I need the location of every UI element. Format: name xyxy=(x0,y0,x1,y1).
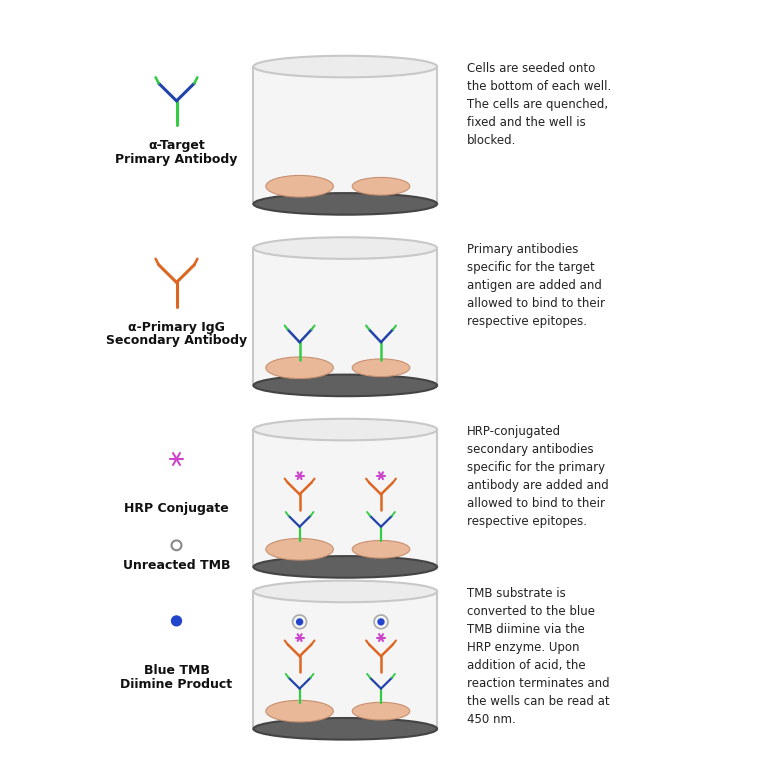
Ellipse shape xyxy=(266,357,333,378)
Ellipse shape xyxy=(352,359,410,377)
Polygon shape xyxy=(254,248,437,385)
Ellipse shape xyxy=(296,619,303,625)
Polygon shape xyxy=(254,429,437,567)
Text: Unreacted TMB: Unreacted TMB xyxy=(123,559,230,572)
Text: TMB substrate is
converted to the blue
TMB diimine via the
HRP enzyme. Upon
addi: TMB substrate is converted to the blue T… xyxy=(468,587,610,726)
Ellipse shape xyxy=(266,176,333,197)
Polygon shape xyxy=(254,66,437,204)
Ellipse shape xyxy=(352,177,410,195)
Ellipse shape xyxy=(352,702,410,720)
Text: Primary Antibody: Primary Antibody xyxy=(115,153,238,166)
Text: HRP-conjugated
secondary antibodies
specific for the primary
antibody are added : HRP-conjugated secondary antibodies spec… xyxy=(468,425,609,528)
Text: Secondary Antibody: Secondary Antibody xyxy=(106,335,247,348)
Ellipse shape xyxy=(254,56,437,77)
Ellipse shape xyxy=(254,718,437,740)
Ellipse shape xyxy=(255,720,435,737)
Ellipse shape xyxy=(254,238,437,259)
Ellipse shape xyxy=(254,419,437,440)
Text: Blue TMB: Blue TMB xyxy=(144,664,209,677)
Ellipse shape xyxy=(254,193,437,215)
Ellipse shape xyxy=(378,619,384,625)
Ellipse shape xyxy=(255,558,435,576)
Text: Cells are seeded onto
the bottom of each well.
The cells are quenched,
fixed and: Cells are seeded onto the bottom of each… xyxy=(468,62,612,147)
Ellipse shape xyxy=(255,195,435,212)
Ellipse shape xyxy=(255,377,435,394)
Text: Diimine Product: Diimine Product xyxy=(121,678,232,691)
Ellipse shape xyxy=(254,581,437,602)
Text: HRP Conjugate: HRP Conjugate xyxy=(124,502,229,515)
Ellipse shape xyxy=(352,540,410,558)
Ellipse shape xyxy=(266,701,333,722)
Text: α-Target: α-Target xyxy=(148,139,205,152)
Text: α-Primary IgG: α-Primary IgG xyxy=(128,321,225,334)
Ellipse shape xyxy=(254,556,437,578)
Ellipse shape xyxy=(254,374,437,397)
Ellipse shape xyxy=(266,539,333,560)
Text: Primary antibodies
specific for the target
antigen are added and
allowed to bind: Primary antibodies specific for the targ… xyxy=(468,243,605,329)
Polygon shape xyxy=(254,591,437,729)
Ellipse shape xyxy=(172,616,182,626)
